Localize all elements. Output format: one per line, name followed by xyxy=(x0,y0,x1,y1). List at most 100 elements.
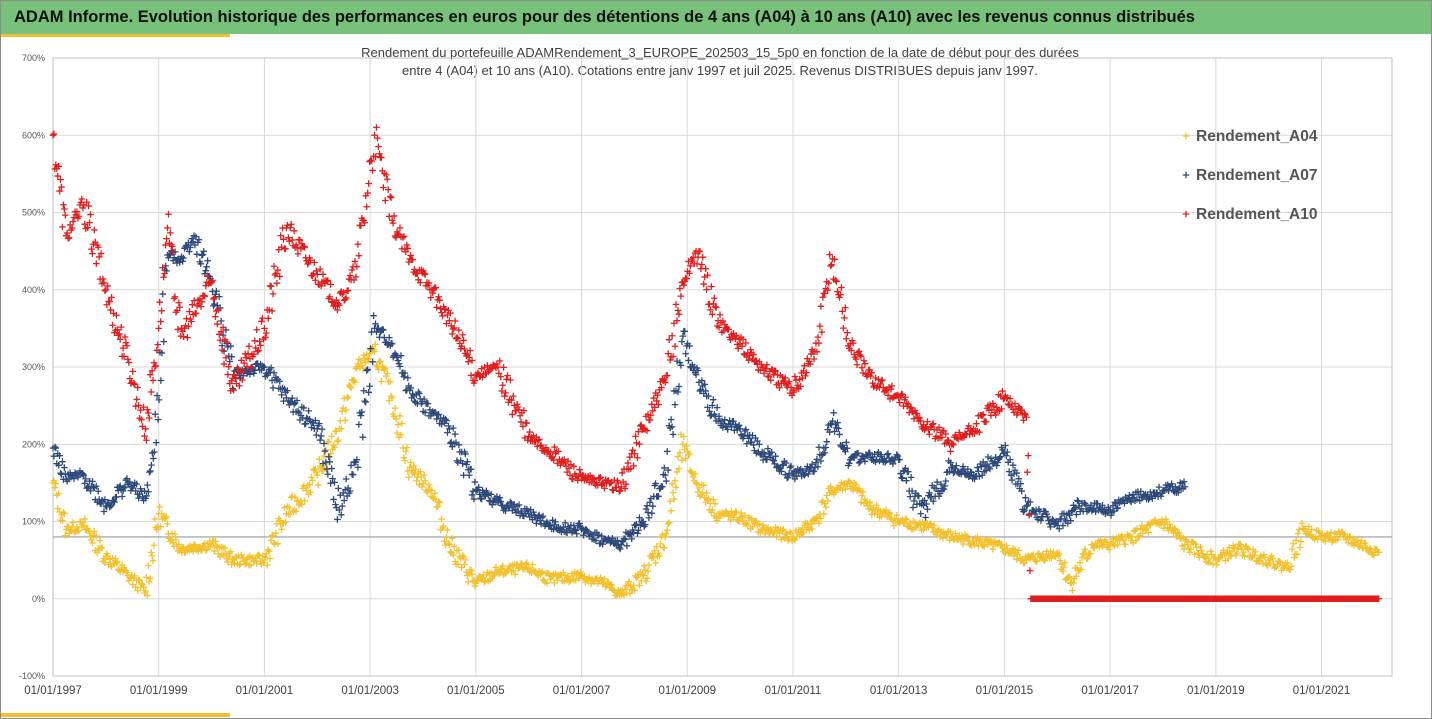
interp-point xyxy=(393,353,401,361)
interp-point xyxy=(1126,532,1134,540)
interp-point xyxy=(910,497,918,505)
interp-point xyxy=(549,453,556,461)
y-tick-label: 500% xyxy=(22,208,45,218)
interp-point xyxy=(1354,536,1362,544)
y-tick-label: -100% xyxy=(19,671,45,681)
interp-point xyxy=(1240,548,1247,556)
interp-point xyxy=(924,505,931,513)
interp-point xyxy=(52,480,60,487)
interp-point xyxy=(373,124,380,131)
chart-title: Rendement du portefeuille ADAMRendement_… xyxy=(200,44,1240,80)
interp-point xyxy=(245,342,253,350)
interp-point xyxy=(1066,573,1073,581)
interp-point xyxy=(134,384,141,391)
interp-point xyxy=(993,462,1000,469)
interp-point xyxy=(526,428,533,436)
interp-point xyxy=(991,458,999,466)
interp-point xyxy=(150,455,157,462)
interp-point xyxy=(484,362,491,369)
interp-point xyxy=(1047,523,1054,531)
interp-point xyxy=(1296,544,1304,551)
interp-point xyxy=(113,559,120,567)
interp-point xyxy=(611,587,618,595)
interp-point xyxy=(69,519,77,526)
interp-point xyxy=(380,326,387,334)
interp-point xyxy=(855,459,863,467)
interp-point xyxy=(938,434,946,441)
interp-point xyxy=(1003,448,1011,456)
interp-point xyxy=(81,515,89,523)
interp-point xyxy=(855,347,863,355)
interp-point xyxy=(140,497,147,504)
interp-point xyxy=(493,360,501,368)
interp-point xyxy=(348,266,356,274)
interp-point xyxy=(316,436,324,444)
interp-point xyxy=(486,497,494,505)
interp-point xyxy=(160,338,168,345)
interp-point xyxy=(745,434,753,442)
y-tick-label: 400% xyxy=(22,285,45,295)
interp-point xyxy=(277,232,284,239)
interp-point xyxy=(843,444,851,452)
interp-point xyxy=(1060,563,1068,571)
interp-point xyxy=(169,248,177,256)
interp-point xyxy=(271,271,279,279)
interp-point xyxy=(674,307,682,314)
interp-point xyxy=(467,567,475,574)
interp-point xyxy=(352,458,360,466)
interp-point xyxy=(143,492,150,500)
interp-point xyxy=(455,326,463,334)
interp-point xyxy=(51,484,59,491)
interp-point xyxy=(334,438,341,445)
interp-point xyxy=(1011,400,1019,408)
interp-point xyxy=(171,293,179,301)
interp-point xyxy=(138,416,145,424)
interp-point xyxy=(660,544,668,552)
interp-point xyxy=(54,172,62,180)
interp-point xyxy=(665,519,673,526)
interp-point xyxy=(1175,529,1183,537)
interp-point xyxy=(276,378,284,385)
interp-point xyxy=(810,355,818,363)
interp-point xyxy=(180,254,187,262)
interp-point xyxy=(300,243,308,250)
interp-point xyxy=(307,488,314,496)
interp-point xyxy=(313,267,320,275)
interp-point xyxy=(478,365,485,372)
interp-point xyxy=(573,570,581,578)
interp-point xyxy=(333,296,340,304)
interp-point xyxy=(133,396,140,403)
interp-point xyxy=(791,373,799,380)
interp-point xyxy=(502,389,509,397)
interp-point xyxy=(598,577,605,584)
interp-point xyxy=(365,355,372,362)
interp-point xyxy=(930,522,938,529)
interp-point xyxy=(734,423,742,430)
interp-point xyxy=(264,546,272,554)
interp-point xyxy=(643,502,651,509)
interp-point xyxy=(1127,498,1135,506)
interp-point xyxy=(147,388,155,396)
interp-point xyxy=(1034,516,1042,523)
interp-point xyxy=(1014,551,1022,558)
interp-point xyxy=(132,402,140,410)
interp-point xyxy=(176,303,184,311)
interp-point xyxy=(151,515,159,523)
interp-point xyxy=(115,332,122,339)
interp-point xyxy=(1244,544,1251,552)
interp-point xyxy=(940,485,948,493)
interp-point xyxy=(686,269,693,277)
interp-point xyxy=(813,348,821,356)
interp-point xyxy=(73,208,81,215)
interp-point xyxy=(375,366,382,373)
interp-point xyxy=(631,450,638,458)
interp-point xyxy=(344,287,352,294)
interp-point xyxy=(703,489,710,497)
interp-point xyxy=(868,511,876,518)
interp-point xyxy=(896,456,903,463)
interp-point xyxy=(593,478,601,486)
interp-point xyxy=(269,290,277,298)
interp-point xyxy=(761,530,769,538)
interp-point xyxy=(872,374,879,382)
interp-point xyxy=(568,529,576,536)
